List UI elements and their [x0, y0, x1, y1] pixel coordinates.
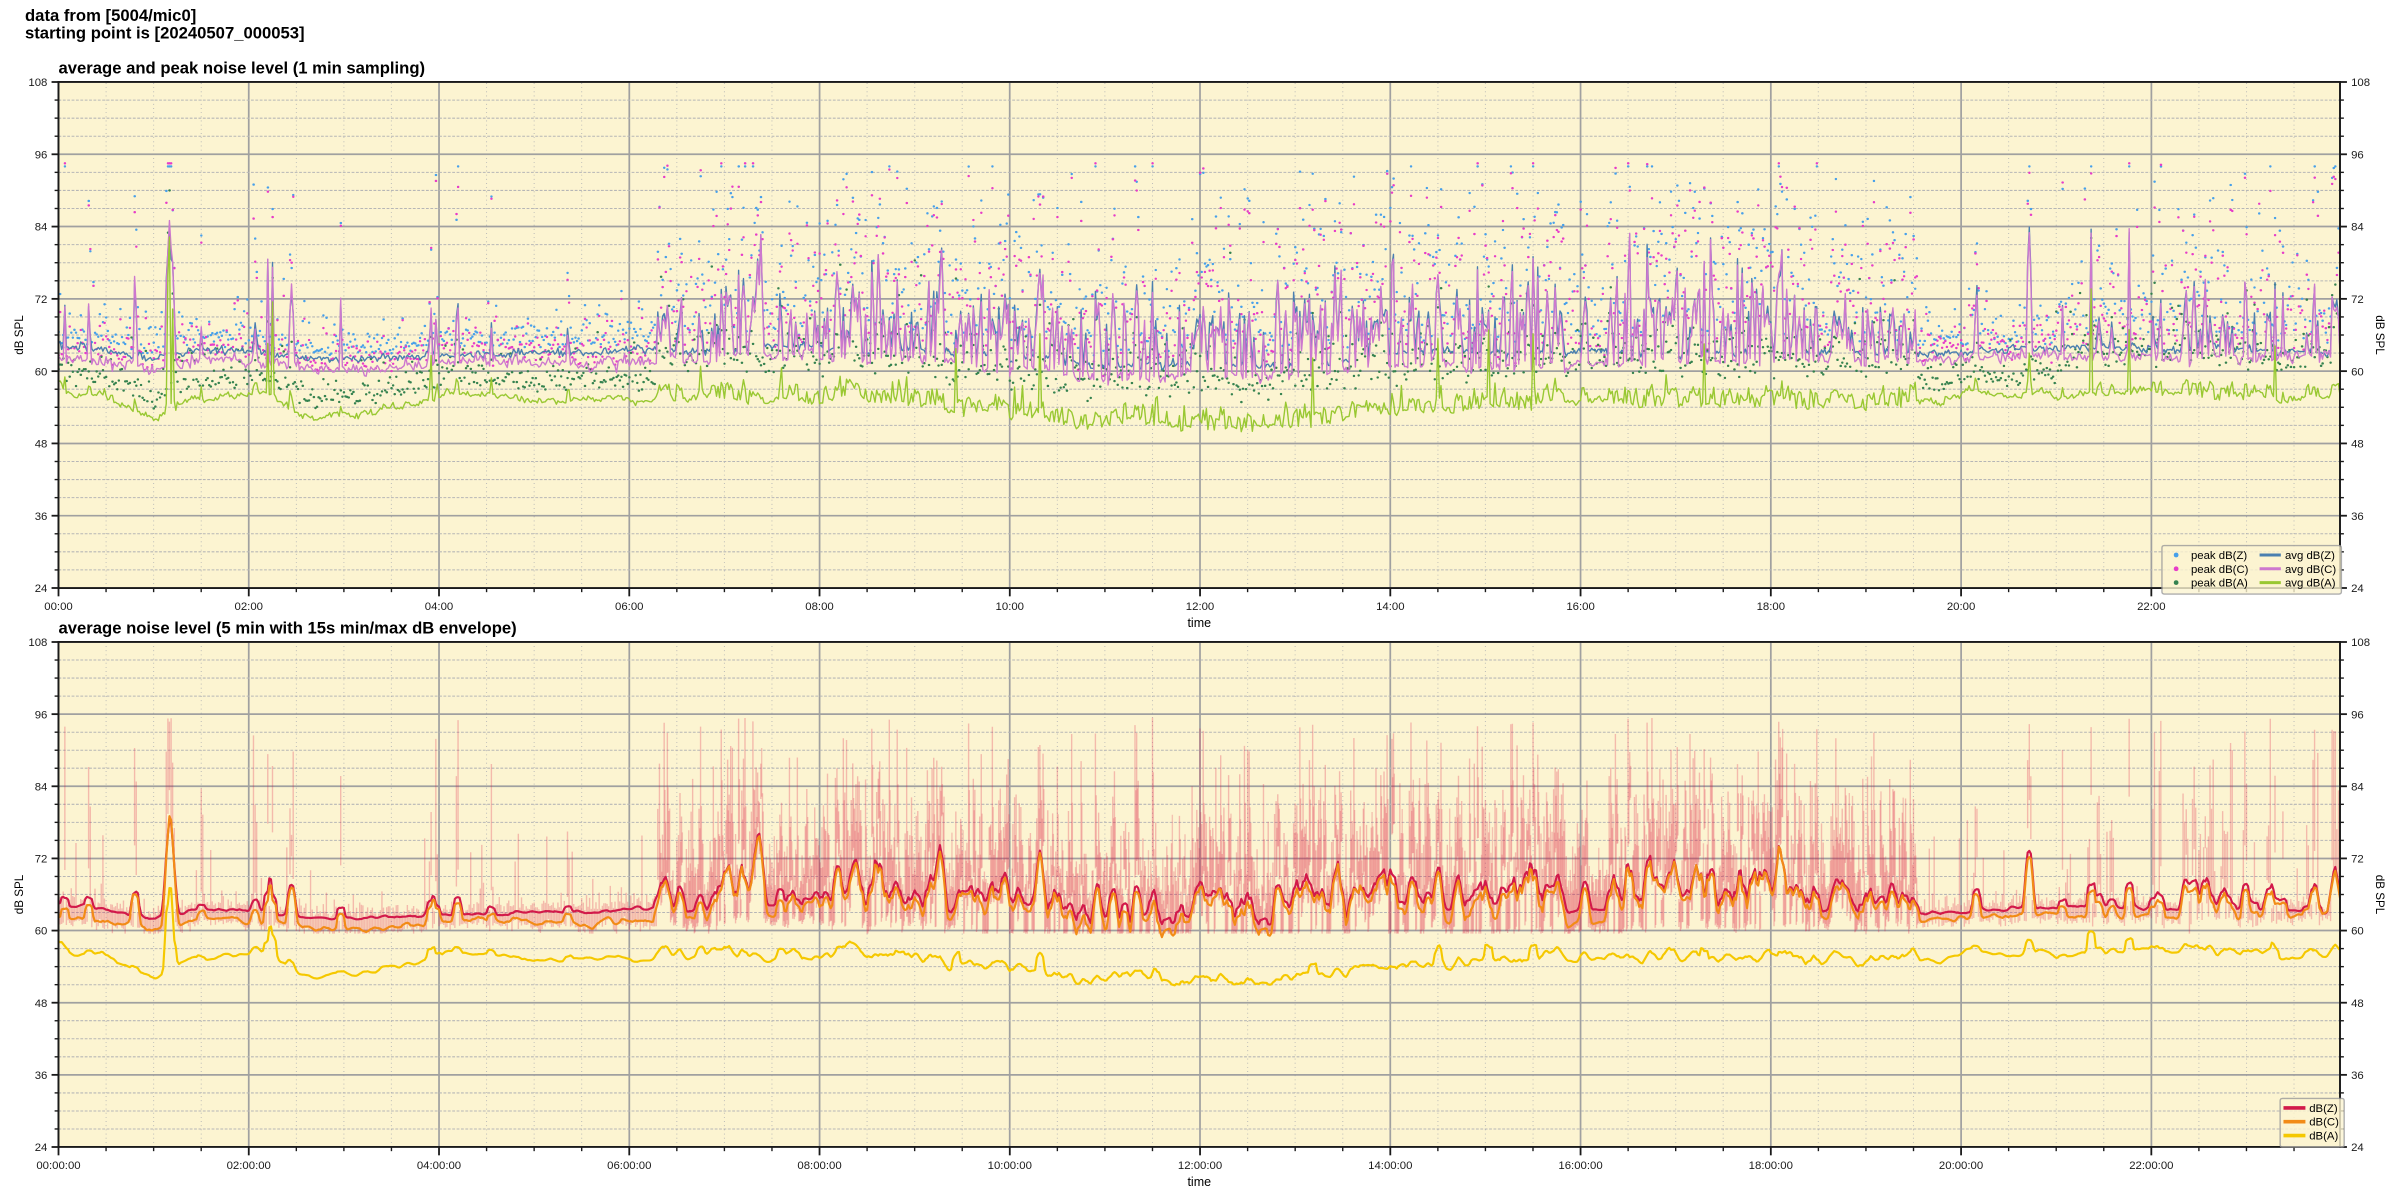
svg-text:72: 72 — [35, 294, 48, 306]
svg-text:20:00:00: 20:00:00 — [1939, 1160, 1983, 1172]
svg-text:10:00: 10:00 — [996, 601, 1024, 613]
svg-text:06:00:00: 06:00:00 — [607, 1160, 651, 1172]
svg-text:08:00:00: 08:00:00 — [797, 1160, 841, 1172]
svg-text:average noise level (5 min wit: average noise level (5 min with 15s min/… — [59, 619, 517, 638]
svg-text:20:00: 20:00 — [1947, 601, 1975, 613]
svg-text:04:00:00: 04:00:00 — [417, 1160, 461, 1172]
svg-text:18:00:00: 18:00:00 — [1749, 1160, 1793, 1172]
svg-text:starting point is [20240507_00: starting point is [20240507_000053] — [25, 24, 305, 43]
svg-text:average and peak noise level (: average and peak noise level (1 min samp… — [59, 59, 426, 78]
svg-text:36: 36 — [35, 511, 48, 523]
svg-text:avg dB(C): avg dB(C) — [2285, 564, 2336, 576]
svg-text:00:00: 00:00 — [44, 601, 72, 613]
svg-text:108: 108 — [2351, 77, 2370, 89]
svg-text:12:00:00: 12:00:00 — [1178, 1160, 1222, 1172]
svg-text:04:00: 04:00 — [425, 601, 453, 613]
svg-text:22:00: 22:00 — [2137, 601, 2165, 613]
svg-text:84: 84 — [35, 781, 48, 793]
svg-text:time: time — [1187, 616, 1211, 630]
svg-text:24: 24 — [35, 583, 48, 595]
svg-text:60: 60 — [2351, 926, 2364, 938]
svg-text:00:00:00: 00:00:00 — [36, 1160, 80, 1172]
svg-text:84: 84 — [35, 222, 48, 234]
svg-text:48: 48 — [35, 998, 48, 1010]
svg-text:36: 36 — [35, 1070, 48, 1082]
svg-text:24: 24 — [35, 1142, 48, 1154]
svg-text:peak dB(A): peak dB(A) — [2191, 578, 2248, 590]
svg-text:dB(C): dB(C) — [2309, 1117, 2339, 1129]
svg-text:avg dB(Z): avg dB(Z) — [2285, 550, 2335, 562]
svg-text:dB SPL: dB SPL — [13, 874, 26, 914]
svg-text:48: 48 — [2351, 998, 2364, 1010]
svg-text:10:00:00: 10:00:00 — [988, 1160, 1032, 1172]
svg-text:dB(A): dB(A) — [2309, 1131, 2338, 1143]
svg-text:dB(Z): dB(Z) — [2309, 1103, 2338, 1115]
svg-text:22:00:00: 22:00:00 — [2129, 1160, 2173, 1172]
svg-text:data from [5004/mic0]: data from [5004/mic0] — [25, 6, 196, 25]
svg-text:12:00: 12:00 — [1186, 601, 1214, 613]
svg-text:72: 72 — [35, 854, 48, 866]
svg-text:72: 72 — [2351, 854, 2364, 866]
svg-text:06:00: 06:00 — [615, 601, 643, 613]
svg-text:84: 84 — [2351, 222, 2364, 234]
svg-text:72: 72 — [2351, 294, 2364, 306]
svg-text:02:00:00: 02:00:00 — [227, 1160, 271, 1172]
svg-text:14:00:00: 14:00:00 — [1368, 1160, 1412, 1172]
svg-text:84: 84 — [2351, 781, 2364, 793]
svg-text:16:00: 16:00 — [1566, 601, 1594, 613]
svg-text:dB SPL: dB SPL — [2373, 315, 2386, 355]
svg-text:60: 60 — [35, 926, 48, 938]
svg-text:108: 108 — [28, 637, 47, 649]
svg-text:dB SPL: dB SPL — [2373, 875, 2386, 915]
svg-text:96: 96 — [2351, 709, 2364, 721]
svg-text:24: 24 — [2351, 1142, 2364, 1154]
svg-text:dB SPL: dB SPL — [13, 315, 26, 355]
svg-text:60: 60 — [35, 366, 48, 378]
svg-text:24: 24 — [2351, 583, 2364, 595]
svg-text:36: 36 — [2351, 511, 2364, 523]
svg-text:time: time — [1187, 1175, 1211, 1189]
svg-text:96: 96 — [35, 149, 48, 161]
svg-text:avg dB(A): avg dB(A) — [2285, 578, 2336, 590]
svg-text:peak dB(C): peak dB(C) — [2191, 564, 2249, 576]
svg-text:36: 36 — [2351, 1070, 2364, 1082]
svg-text:18:00: 18:00 — [1757, 601, 1785, 613]
svg-text:60: 60 — [2351, 366, 2364, 378]
svg-text:96: 96 — [2351, 149, 2364, 161]
svg-text:08:00: 08:00 — [805, 601, 833, 613]
svg-text:peak dB(Z): peak dB(Z) — [2191, 550, 2247, 562]
svg-text:14:00: 14:00 — [1376, 601, 1404, 613]
svg-text:48: 48 — [2351, 439, 2364, 451]
svg-text:16:00:00: 16:00:00 — [1558, 1160, 1602, 1172]
svg-text:02:00: 02:00 — [235, 601, 263, 613]
svg-text:96: 96 — [35, 709, 48, 721]
svg-text:108: 108 — [2351, 637, 2370, 649]
svg-text:48: 48 — [35, 439, 48, 451]
svg-text:108: 108 — [28, 77, 47, 89]
